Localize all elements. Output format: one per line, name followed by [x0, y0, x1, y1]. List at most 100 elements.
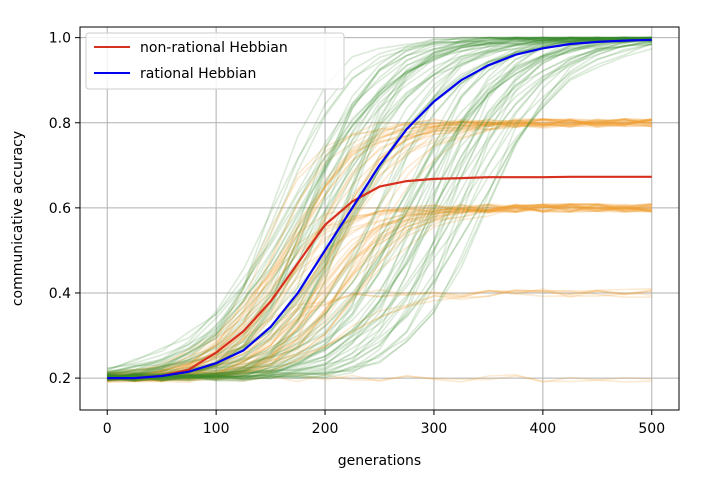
orange-run-line — [106, 122, 652, 383]
green-run-line — [107, 36, 652, 374]
green-run-line — [107, 36, 652, 382]
orange-run-line — [107, 119, 652, 376]
green-run-line — [107, 38, 652, 375]
legend-label-non-rational: non-rational Hebbian — [140, 40, 288, 56]
orange-run-line — [107, 117, 652, 382]
orange-run-line — [107, 202, 652, 381]
green-run-line — [106, 36, 652, 374]
green-run-line — [107, 37, 652, 377]
y-tick-label: 0.8 — [49, 116, 71, 132]
green-run-line — [107, 42, 653, 380]
green-run-line — [107, 37, 652, 380]
orange-run-line — [107, 203, 652, 382]
green-run-line — [107, 43, 652, 381]
green-run-line — [107, 36, 652, 375]
orange-run-line — [107, 117, 652, 378]
orange-run-line — [107, 373, 652, 383]
orange-run-line — [107, 118, 652, 381]
x-tick-label: 100 — [203, 421, 230, 437]
x-tick-label: 300 — [421, 421, 448, 437]
green-run-line — [107, 36, 652, 380]
green-run-line — [107, 36, 652, 375]
green-run-line — [107, 41, 652, 381]
orange-run-line — [107, 119, 652, 380]
green-run-line — [107, 36, 652, 382]
y-axis-ticks: 0.2 0.4 0.6 0.8 1.0 — [49, 31, 80, 387]
orange-run-line — [107, 288, 652, 382]
green-run-line — [107, 36, 652, 380]
green-run-line — [107, 36, 652, 374]
green-run-line — [106, 36, 652, 372]
background-runs — [106, 36, 653, 384]
green-run-line — [107, 36, 652, 370]
series-line-non-rational — [107, 175, 652, 380]
green-run-line — [107, 41, 652, 380]
green-run-line — [107, 40, 652, 380]
green-run-line — [107, 36, 652, 377]
orange-run-line — [107, 119, 652, 375]
green-run-line — [107, 36, 652, 381]
green-run-line — [107, 39, 652, 380]
x-axis-label: generations — [338, 453, 421, 469]
orange-run-line — [107, 205, 652, 381]
x-axis-ticks: 0 100 200 300 400 500 — [103, 410, 665, 437]
green-run-line — [107, 41, 652, 381]
orange-run-line — [107, 118, 652, 381]
legend-box — [85, 32, 345, 90]
orange-run-line — [107, 203, 652, 383]
green-run-line — [107, 36, 652, 376]
green-run-line — [107, 36, 652, 382]
orange-run-line — [107, 117, 652, 377]
orange-run-line — [107, 288, 652, 381]
orange-run-line — [107, 204, 652, 380]
green-run-line — [107, 38, 652, 377]
orange-run-line — [107, 203, 652, 382]
y-tick-label: 0.2 — [49, 371, 71, 387]
orange-run-line — [107, 204, 652, 379]
orange-run-line — [107, 203, 652, 383]
series-line-rational — [107, 38, 652, 380]
orange-run-line — [107, 373, 652, 384]
green-run-line — [107, 36, 652, 377]
x-tick-label: 0 — [103, 421, 112, 437]
green-run-line — [107, 36, 652, 381]
orange-run-line — [107, 203, 652, 379]
orange-run-line — [107, 118, 652, 382]
orange-run-line — [107, 203, 652, 380]
orange-run-line — [107, 204, 652, 378]
green-run-line — [107, 37, 652, 380]
green-run-line — [107, 36, 652, 380]
green-run-line — [107, 37, 652, 381]
orange-run-line — [107, 118, 652, 382]
orange-run-line — [107, 118, 652, 379]
green-run-line — [107, 44, 652, 382]
green-run-line — [107, 36, 652, 381]
orange-run-line — [107, 204, 652, 383]
orange-run-line — [107, 118, 652, 378]
orange-run-line — [107, 204, 652, 372]
green-run-line — [107, 36, 652, 382]
y-tick-label: 0.6 — [49, 201, 71, 217]
orange-run-line — [107, 202, 652, 381]
green-run-line — [107, 36, 652, 380]
y-tick-label: 0.4 — [49, 286, 71, 302]
green-run-line — [107, 36, 652, 380]
main-series — [107, 38, 652, 380]
green-run-line — [107, 36, 652, 369]
green-run-line — [107, 36, 652, 380]
orange-run-line — [107, 118, 653, 382]
orange-run-line — [107, 203, 652, 382]
green-run-line — [107, 40, 652, 378]
orange-run-line — [107, 119, 652, 377]
orange-run-line — [107, 207, 652, 381]
green-run-line — [107, 36, 652, 382]
orange-run-line — [107, 206, 652, 381]
x-tick-label: 200 — [312, 421, 339, 437]
orange-run-line — [107, 203, 652, 381]
green-run-line — [107, 36, 652, 379]
y-axis-label: communicative accuracy — [10, 131, 26, 306]
orange-run-line — [107, 203, 652, 383]
green-run-line — [107, 36, 652, 373]
green-run-line — [107, 38, 652, 382]
